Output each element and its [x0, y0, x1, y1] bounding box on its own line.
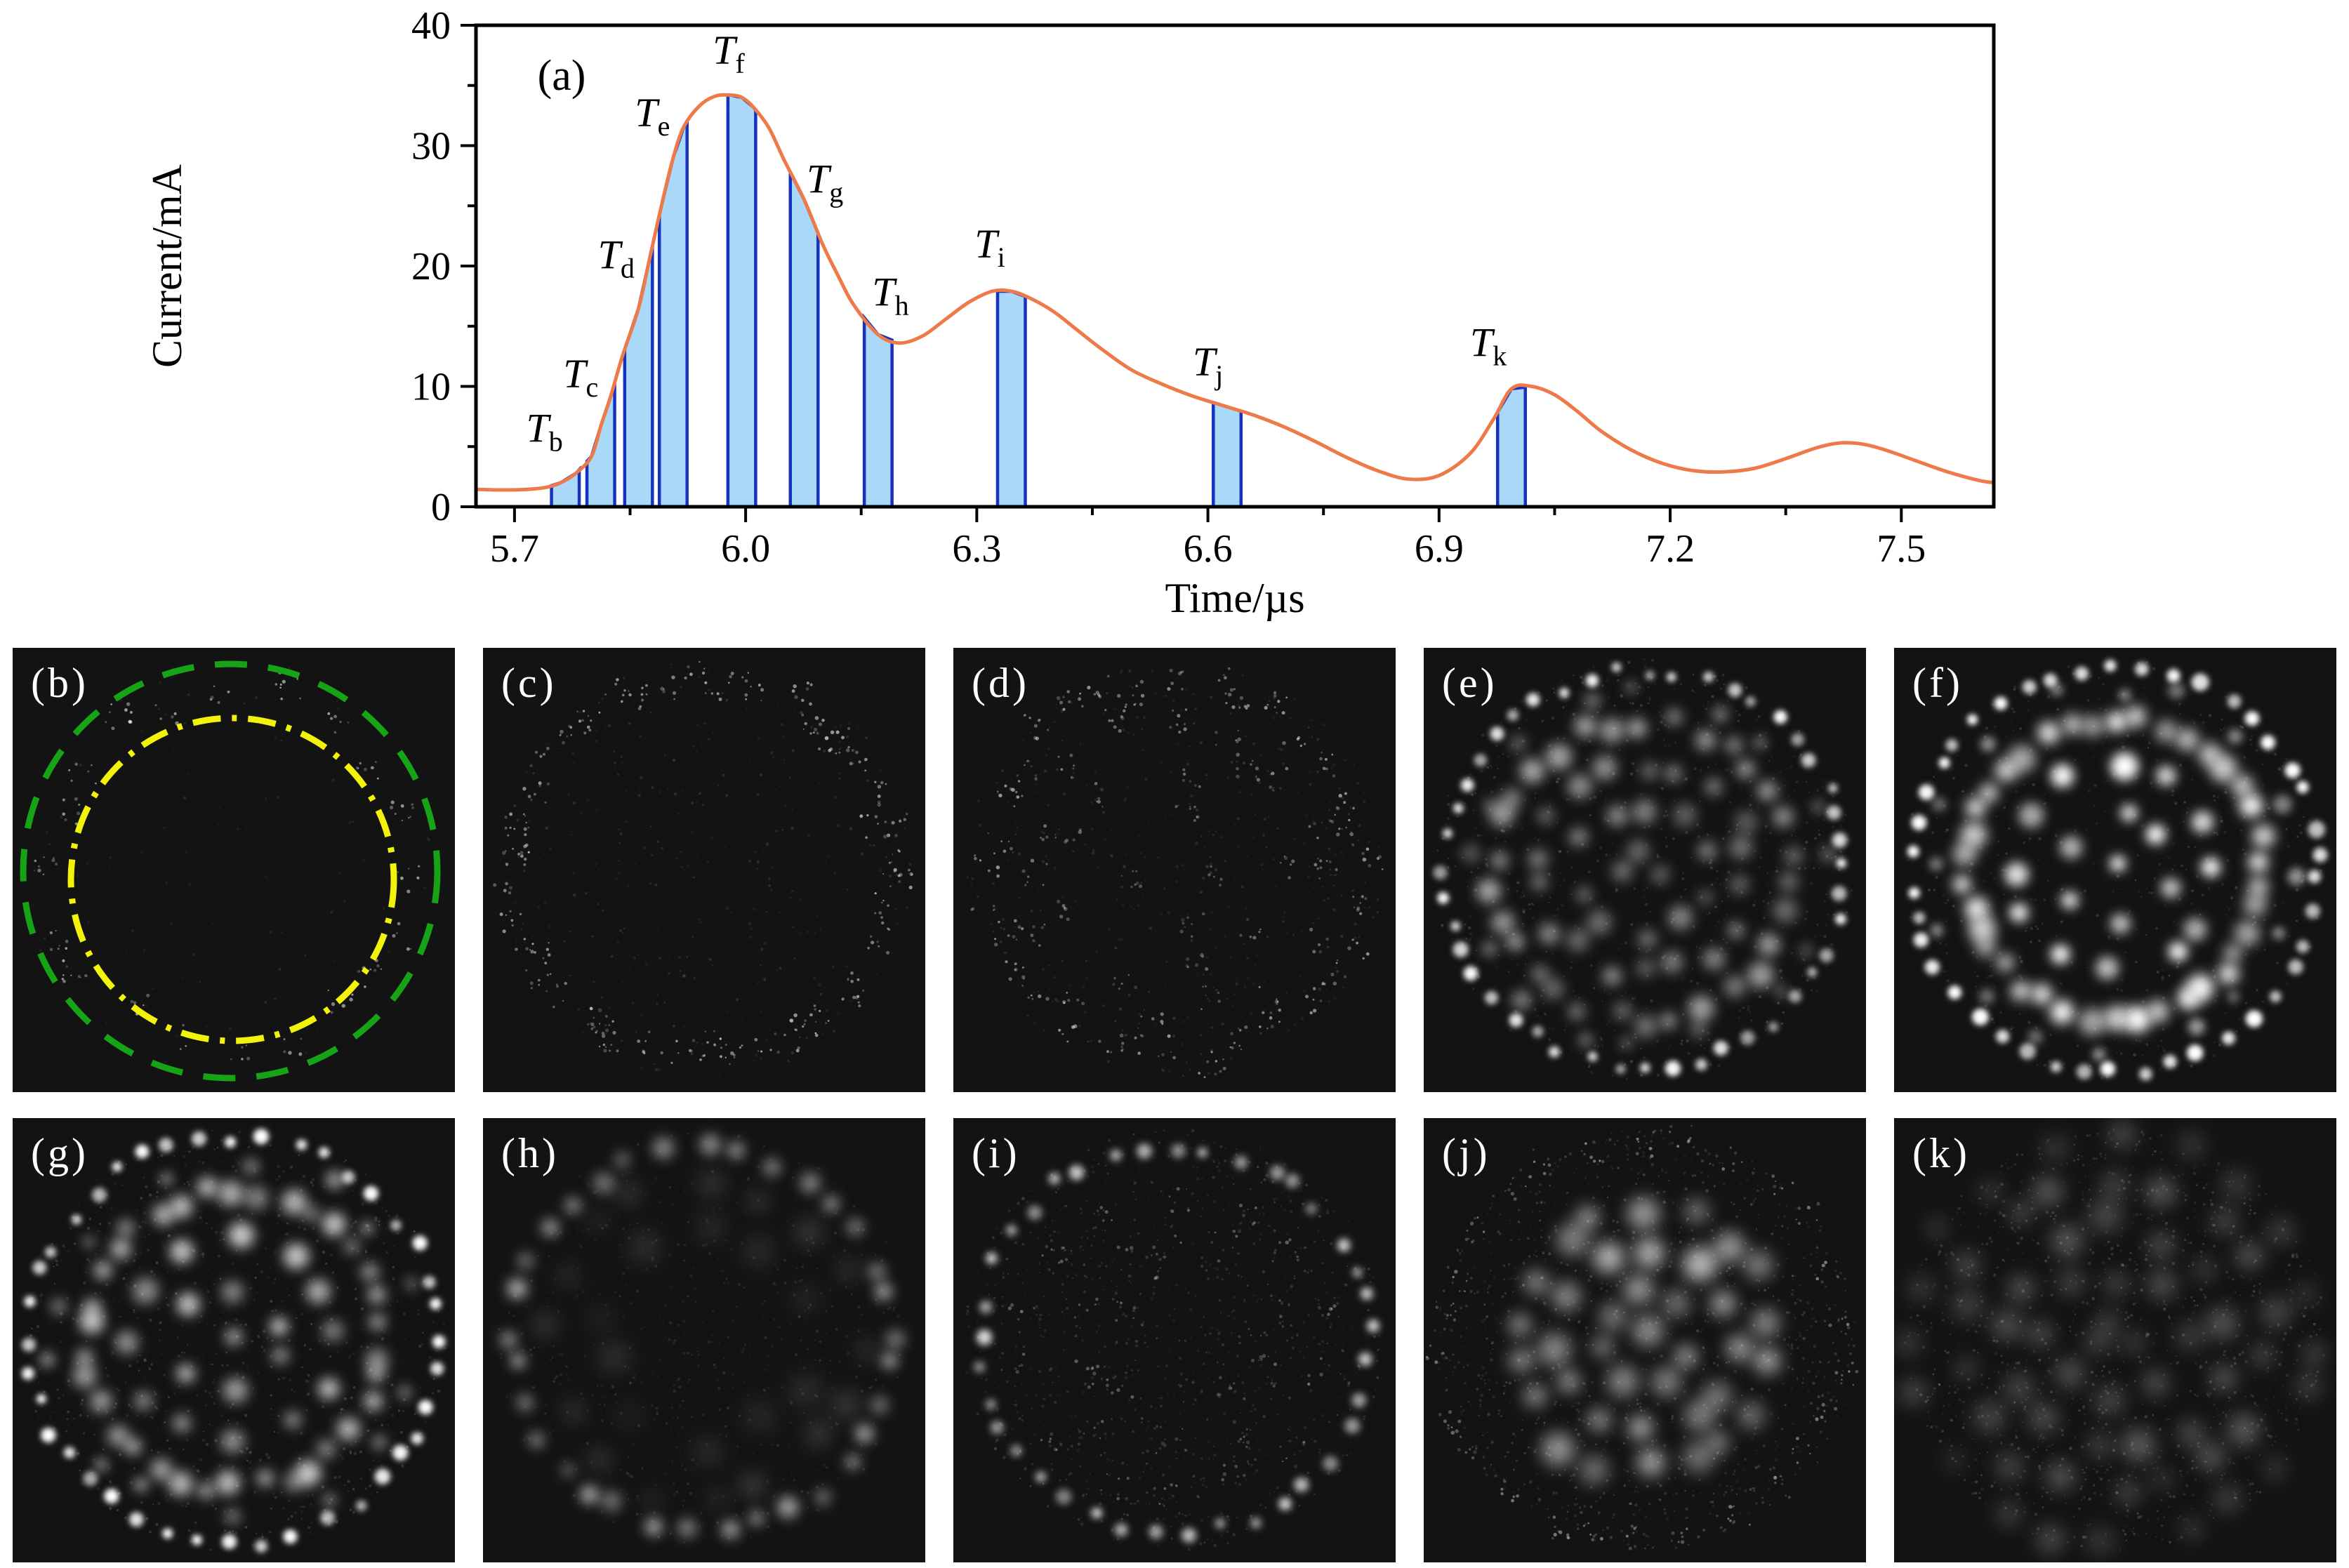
panel-label-d: (d) [972, 660, 1029, 706]
particle-field-f [1907, 660, 2328, 1081]
x-axis-title: Time/µs [1165, 575, 1304, 621]
panel-d-image: (d) [953, 648, 1396, 1092]
panel-h-image: (h) [483, 1118, 925, 1562]
x-tick-label: 6.0 [721, 527, 770, 571]
particle-field-c [493, 660, 913, 1072]
slice-Ti [995, 289, 1027, 509]
particle-field-i [965, 1129, 1380, 1551]
panel-f-image: (f) [1894, 648, 2336, 1092]
panel-b-image: (b) [13, 648, 455, 1092]
slice-Tf [726, 93, 757, 509]
slice-label-Tg: Tg [807, 156, 843, 208]
y-tick-label: 20 [411, 245, 451, 288]
panel-k-image: (k) [1894, 1118, 2336, 1562]
panel-label-h: (h) [501, 1130, 559, 1176]
slice-label-Tc: Tc [563, 351, 598, 403]
slice-label-Tb: Tb [527, 405, 563, 457]
axis-ticks [461, 24, 1903, 522]
panel-label-k: (k) [1912, 1130, 1970, 1176]
particle-field-g [22, 1129, 446, 1553]
yellow-dashdot-circle [67, 715, 397, 1044]
panel-g-image: (g) [13, 1118, 455, 1562]
particle-field-b [20, 660, 441, 1082]
slice-label-Ti: Ti [974, 221, 1005, 273]
y-tick-label: 30 [411, 125, 451, 168]
panel-label-e: (e) [1442, 660, 1497, 706]
x-tick-label: 6.3 [952, 527, 1001, 571]
current-vs-time-chart: 5.7 6.0 6.3 6.6 6.9 7.2 7.5 0 10 20 30 40 Time/µs Cur… [144, 4, 1996, 621]
y-tick-label: 10 [411, 366, 451, 409]
slice-Tj [1212, 400, 1243, 509]
y-tick-label: 40 [411, 4, 451, 48]
panel-label-c: (c) [501, 660, 557, 706]
y-axis-title: Current/mA [144, 164, 190, 368]
x-tick-label: 5.7 [490, 527, 539, 571]
slice-Th [862, 313, 894, 509]
slice-Te [657, 117, 689, 509]
particle-field-d [966, 667, 1384, 1079]
green-dashed-circle [20, 660, 441, 1082]
particle-field-j [1424, 1124, 1859, 1550]
panel-c-image: (c) [483, 648, 925, 1092]
panel-e-image: (e) [1424, 648, 1866, 1092]
panel-label-a: (a) [538, 52, 586, 100]
slice-label-Tk: Tk [1470, 320, 1507, 372]
slice-label-Th: Th [872, 270, 908, 321]
panel-label-g: (g) [31, 1130, 88, 1176]
slice-label-Td: Td [598, 232, 635, 284]
slice-label-Te: Te [635, 90, 670, 142]
slice-Td [623, 246, 654, 509]
panel-j-image: (j) [1424, 1118, 1866, 1562]
particle-field-e [1433, 658, 1853, 1080]
x-tick-label: 6.9 [1415, 527, 1464, 571]
x-tick-label: 7.2 [1646, 527, 1695, 571]
panel-label-j: (j) [1442, 1130, 1490, 1176]
panel-label-i: (i) [972, 1130, 1020, 1176]
slice-label-Tj: Tj [1193, 339, 1223, 391]
slice-label-Tf: Tf [713, 27, 745, 79]
x-tick-label: 6.6 [1184, 527, 1233, 571]
panel-label-b: (b) [31, 660, 88, 706]
panel-label-f: (f) [1912, 660, 1963, 706]
x-tick-label: 7.5 [1877, 527, 1926, 571]
current-curve [475, 93, 1994, 492]
panel-i-image: (i) [953, 1118, 1396, 1562]
y-tick-label: 0 [431, 486, 451, 529]
particle-field-h [498, 1132, 911, 1544]
particle-field-k [1897, 1122, 2326, 1555]
